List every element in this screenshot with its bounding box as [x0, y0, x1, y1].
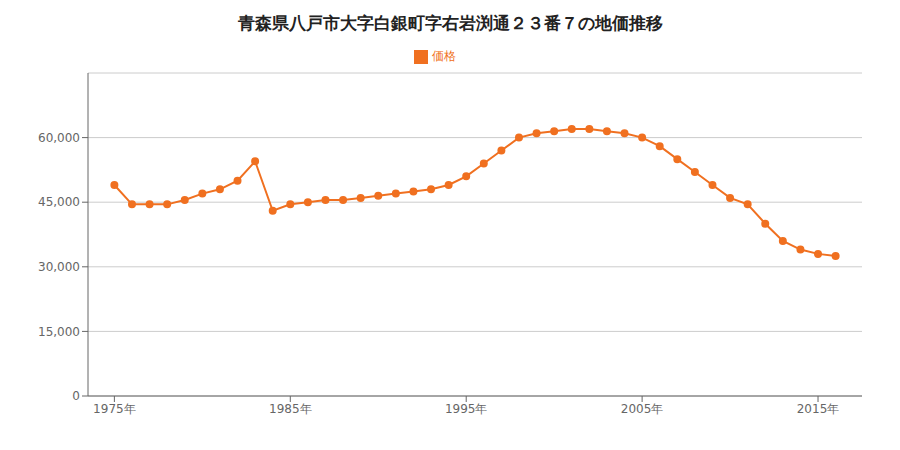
svg-text:1995年: 1995年: [445, 402, 488, 416]
svg-text:0: 0: [72, 389, 80, 403]
html-text:価格: 価格: [432, 49, 456, 63]
svg-text:60,000: 60,000: [38, 131, 80, 145]
svg-text:1985年: 1985年: [269, 402, 312, 416]
svg-text:30,000: 30,000: [38, 260, 80, 274]
svg-text:15,000: 15,000: [38, 325, 80, 339]
svg-text:2015年: 2015年: [797, 402, 840, 416]
html-text:青森県八戸市大字白銀町字右岩渕通２３番７の地価推移: 青森県八戸市大字白銀町字右岩渕通２３番７の地価推移: [237, 13, 663, 33]
svg-text:2005年: 2005年: [621, 402, 664, 416]
svg-text:1975年: 1975年: [93, 402, 136, 416]
svg-text:45,000: 45,000: [38, 195, 80, 209]
